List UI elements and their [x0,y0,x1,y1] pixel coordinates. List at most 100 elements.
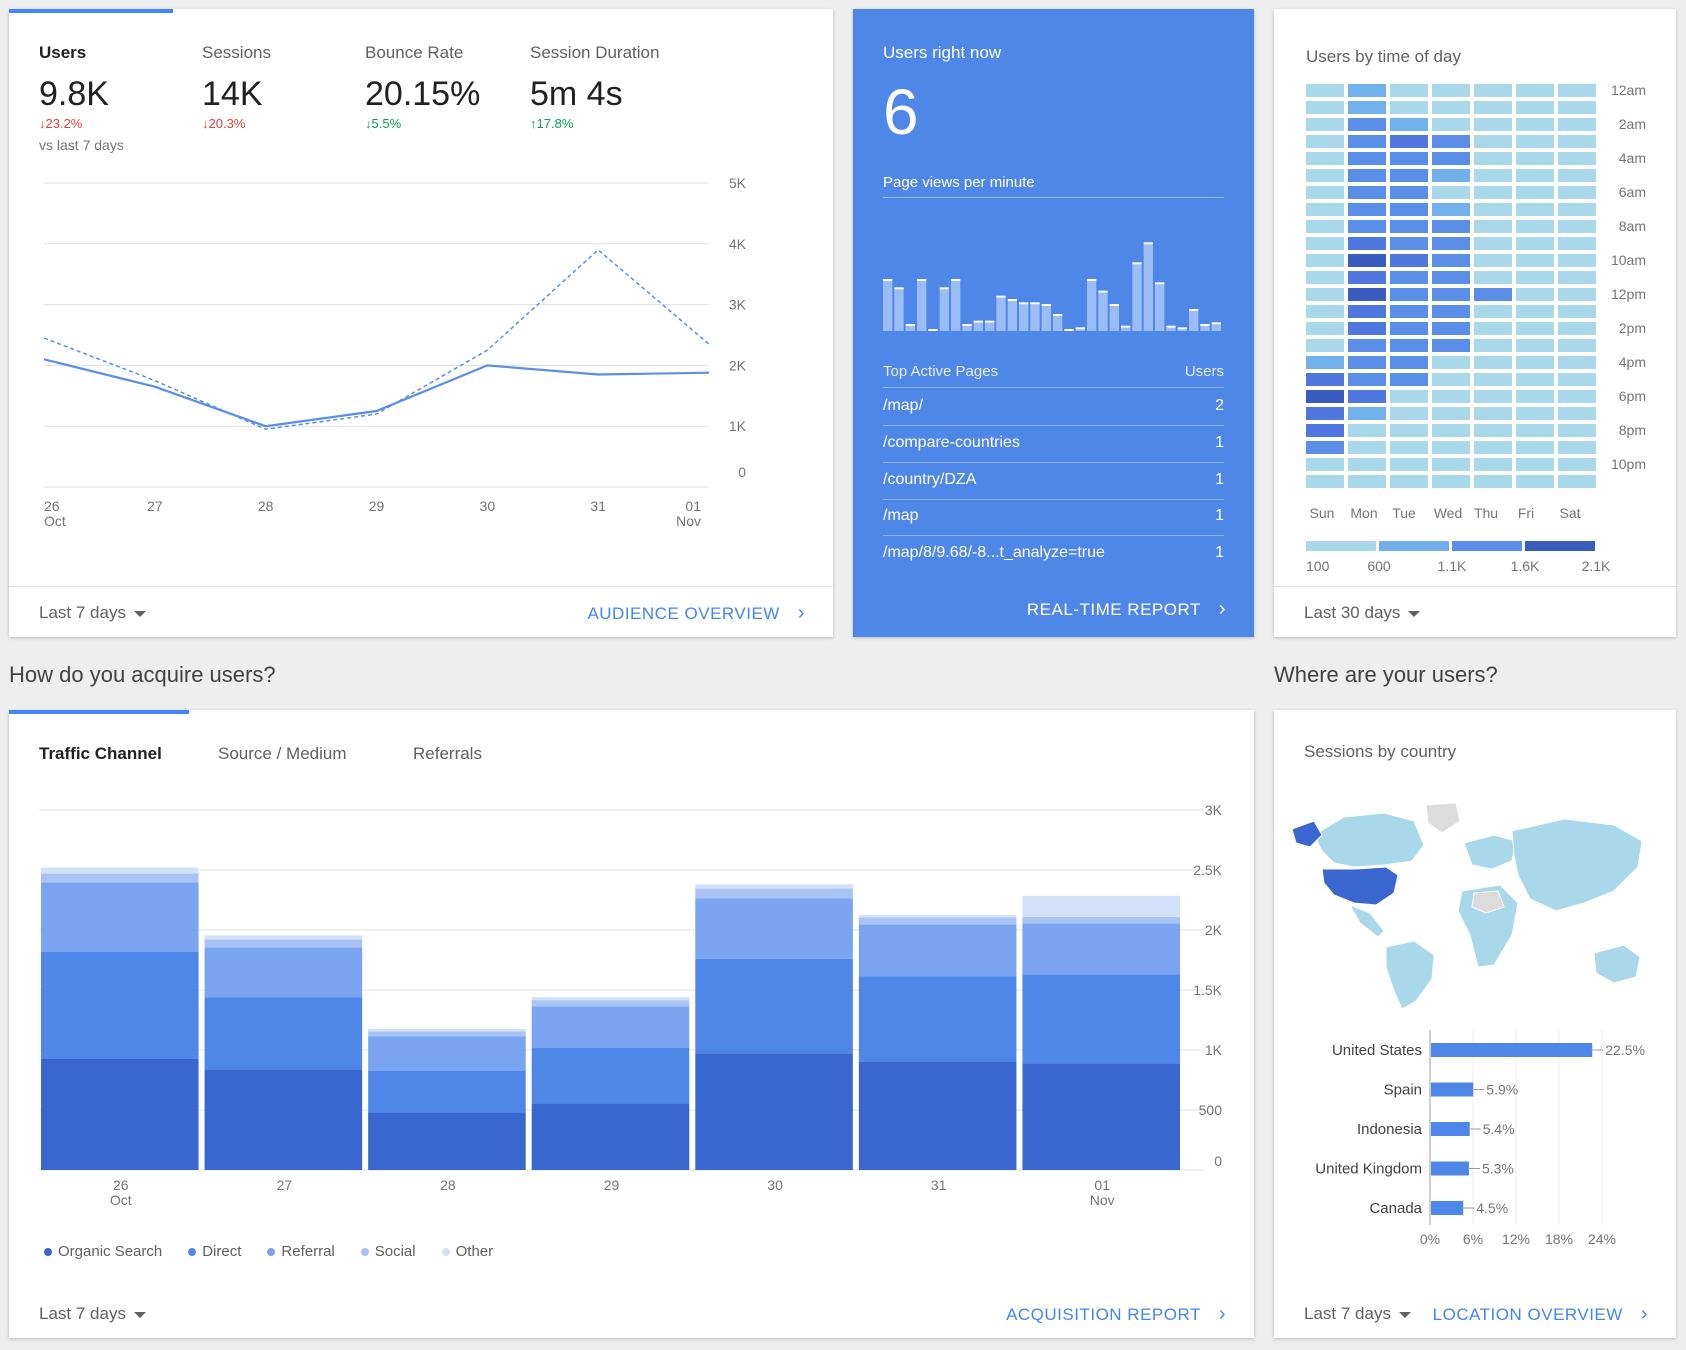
heatmap-cell [1306,458,1344,471]
heatmap-cell [1474,118,1512,131]
stacked-bar-segment [695,958,853,1054]
heatmap-cell [1306,373,1344,386]
heatmap-cell [1432,135,1470,148]
heatmap-cell [1558,390,1596,403]
legend-item[interactable]: Referral [267,1243,335,1260]
pageview-bar-cap [1121,325,1131,328]
metric-bounce-rate[interactable]: Bounce Rate 20.15% ↓5.5% [365,43,480,131]
legend-item[interactable]: Other [441,1243,493,1260]
stacked-bar-segment [1022,974,1180,1064]
caret-down-icon [1408,610,1421,617]
heatmap-cell [1306,152,1344,165]
pageview-bar [939,289,949,331]
pageview-bar [1041,306,1051,331]
pageview-bar [917,281,927,331]
y-tick-label: 4K [729,236,747,252]
card-footer: Last 30 days [1274,586,1676,637]
heatmap-cell [1306,169,1344,182]
heatmap-cell [1390,186,1428,199]
pageview-bar [905,326,915,331]
heatmap-cell [1432,271,1470,284]
pageview-bar [1019,304,1029,331]
legend-dot-icon [44,1248,52,1257]
heatmap-cell [1432,441,1470,454]
heatmap-cell [1516,186,1554,199]
metric-value: 20.15% [365,75,481,113]
country-bar [1431,1201,1464,1215]
hour-label: 10am [1611,252,1646,268]
stacked-bar-segment [41,873,199,883]
heatmap-cell [1516,135,1554,148]
heatmap-cell [1306,339,1344,352]
date-range-dropdown[interactable]: Last 7 days [39,1304,146,1324]
location-overview-link[interactable]: LOCATION OVERVIEW › [1432,1303,1648,1325]
x-tick-label: 31 [931,1177,947,1193]
date-range-dropdown[interactable]: Last 30 days [1304,603,1421,623]
stacked-bar-segment [41,882,199,952]
pageview-bar [1211,324,1221,331]
metric-label: Session Duration [530,43,660,62]
hour-label: 8pm [1619,422,1646,438]
audience-overview-link[interactable]: AUDIENCE OVERVIEW › [587,602,805,624]
date-range-dropdown[interactable]: Last 7 days [1304,1304,1411,1324]
pageview-bar [1189,311,1199,331]
metric-change: ↓20.3% [202,116,246,131]
stacked-bar-segment [858,976,1017,1062]
heatmap-cell [1390,152,1428,165]
heatmap-cell [1348,152,1386,165]
pageview-bar-cap [1064,329,1074,331]
pageview-bar [1143,244,1153,331]
heatmap-cell [1558,458,1596,471]
pageview-bar-cap [894,287,904,290]
hour-label: 6am [1619,184,1646,200]
legend-dot-icon [360,1248,369,1257]
legend-item[interactable]: Direct [188,1243,241,1260]
realtime-report-link[interactable]: REAL-TIME REPORT › [1026,598,1226,620]
date-range-dropdown[interactable]: Last 7 days [39,603,146,623]
tab-traffic-channel[interactable]: Traffic Channel [39,744,162,763]
heatmap-cell [1432,458,1470,471]
metric-sessions[interactable]: Sessions 14K ↓20.3% [202,43,271,131]
stacked-bar-segment [1022,923,1180,975]
color-scale-segment [1525,541,1595,551]
heatmap-cell [1390,237,1428,250]
x-tick-label: 0% [1420,1231,1440,1247]
map-region-united-states [1321,866,1399,906]
heatmap-cell [1390,339,1428,352]
heatmap-cell [1474,356,1512,369]
pageview-bar [894,289,904,331]
heatmap-cell [1432,407,1470,420]
pageview-bar-cap [1075,327,1085,330]
user-count: 2 [1215,397,1224,414]
scale-label: 600 [1367,558,1391,574]
tab-referrals[interactable]: Referrals [413,744,482,763]
table-row[interactable]: /compare-countries 1 [883,426,1224,463]
metric-users[interactable]: Users 9.8K ↓23.2% vs last 7 days [39,43,124,153]
pageview-bar-cap [1087,279,1097,281]
acquisition-report-link[interactable]: ACQUISITION REPORT › [1006,1303,1226,1325]
legend-item[interactable]: Social [360,1243,416,1260]
hour-label: 8am [1619,218,1646,234]
hour-label: 2pm [1619,320,1646,336]
color-scale-segment [1306,541,1376,551]
card-title: Users by time of day [1306,47,1461,66]
heatmap-cell [1558,118,1596,131]
heatmap-cell [1306,118,1344,131]
pageviews-chart [883,242,1221,331]
heatmap-cell [1432,203,1470,216]
stacked-bar-segment [858,924,1017,977]
heatmap-cell [1348,169,1386,182]
page-path: /map/ [883,397,924,414]
table-row[interactable]: /map 1 [883,499,1224,536]
tab-source-medium[interactable]: Source / Medium [218,744,347,763]
table-row[interactable]: /map/2 [883,389,1224,426]
table-row[interactable]: /map/8/9.68/-8...t_analyze=true 1 [883,536,1224,572]
legend-item[interactable]: Organic Search [44,1243,162,1260]
heatmap-cell [1348,118,1386,131]
metric-session-duration[interactable]: Session Duration 5m 4s ↑17.8% [530,43,659,131]
caret-down-icon [1398,1311,1411,1318]
pageview-bar-cap [917,279,927,281]
heatmap-cell [1558,254,1596,267]
heatmap-cell [1474,339,1512,352]
table-row[interactable]: /country/DZA 1 [883,463,1224,500]
